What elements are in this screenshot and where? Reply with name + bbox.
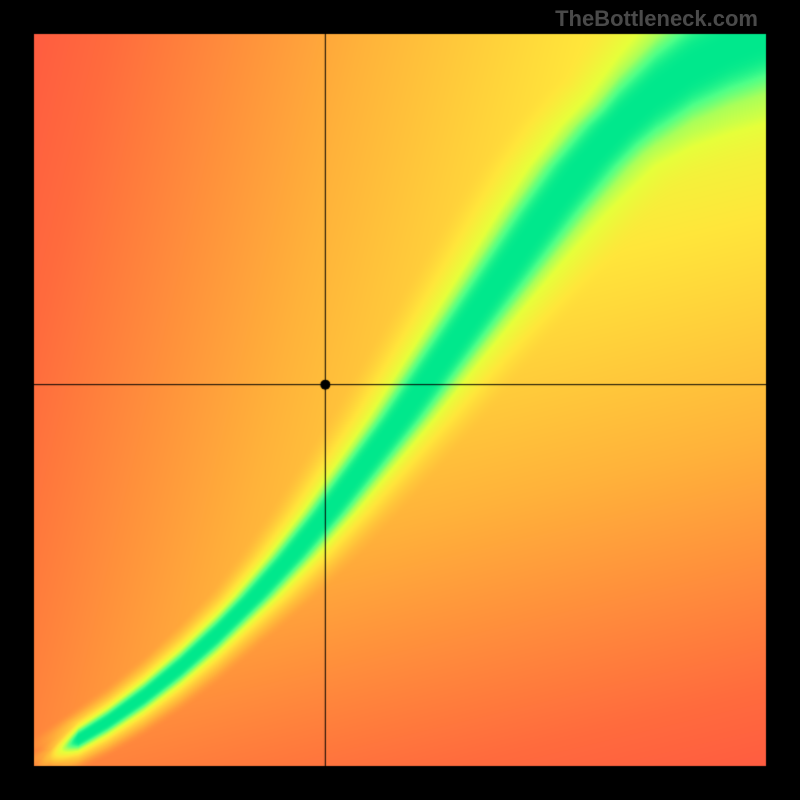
heatmap-canvas bbox=[0, 0, 800, 800]
bottleneck-heatmap: TheBottleneck.com bbox=[0, 0, 800, 800]
